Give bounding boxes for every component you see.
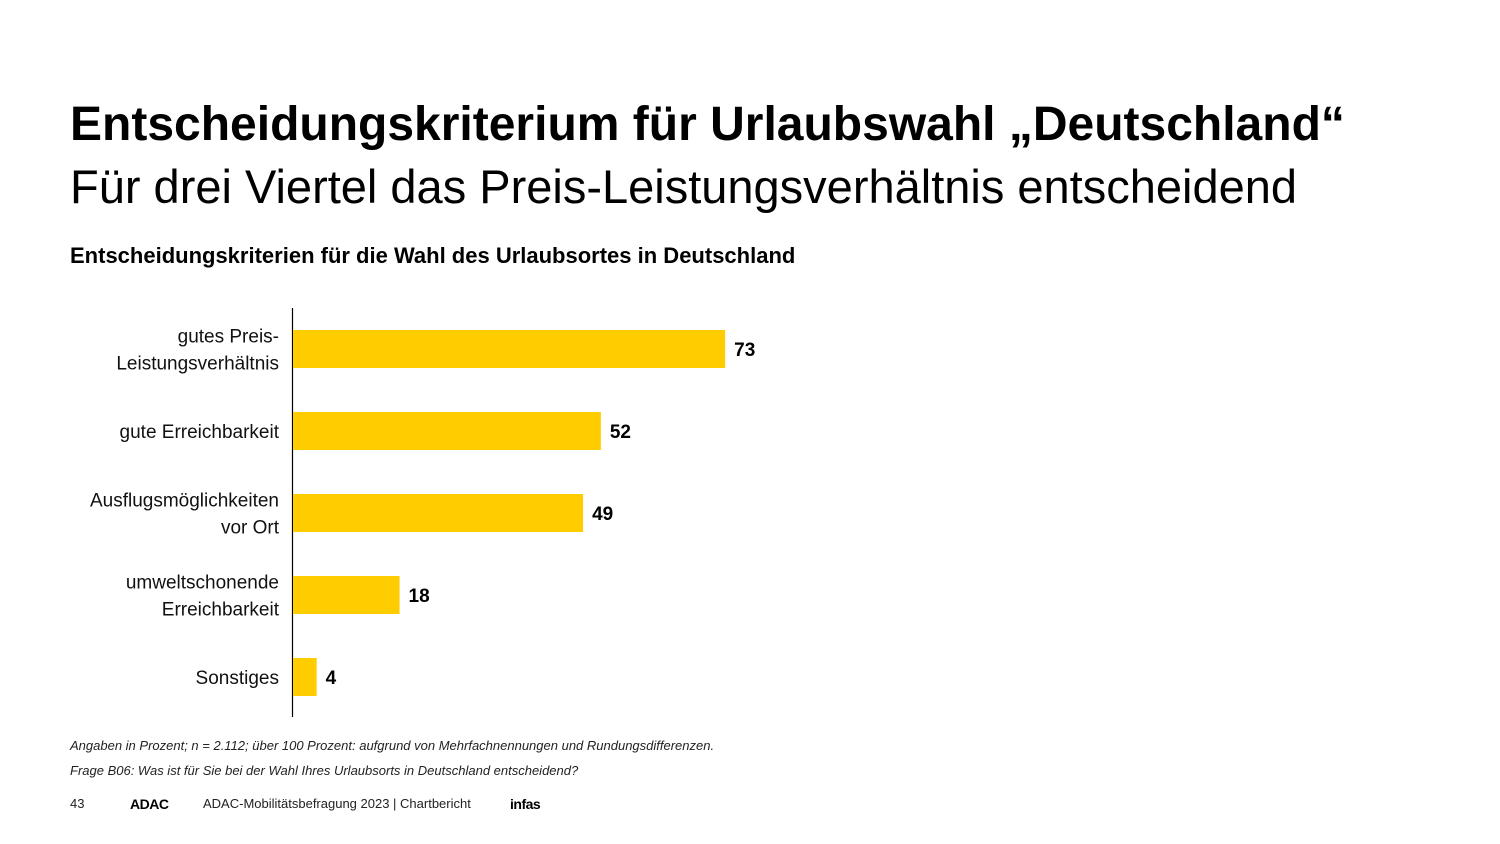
labels-group: 73 gutes Preis- Leistungsverhältnis 52 gute … <box>90 327 755 690</box>
bars-group <box>293 330 726 696</box>
bar <box>293 412 601 450</box>
bar <box>293 494 584 532</box>
bar <box>293 658 317 696</box>
category-label-line: gute Erreichbarkeit <box>120 422 280 443</box>
chart-title: Entscheidungskriterien für die Wahl des … <box>70 243 796 268</box>
page-title: Entscheidungskriterium für Urlaubswahl „… <box>70 98 1345 151</box>
adac-logo: ADAC <box>130 796 169 812</box>
bar <box>293 330 726 368</box>
category-label: Sonstiges <box>196 668 279 689</box>
report-title: ADAC-Mobilitätsbefragung 2023 | Chartber… <box>203 796 471 811</box>
category-label-line: umweltschonende <box>126 573 279 594</box>
category-label-line: Leistungsverhältnis <box>116 354 279 375</box>
page-number: 43 <box>70 796 85 811</box>
bar <box>293 576 400 614</box>
data-label: 18 <box>409 586 430 607</box>
category-label: gute Erreichbarkeit <box>120 422 280 443</box>
page-subtitle: Für drei Viertel das Preis-Leistungsverh… <box>70 160 1298 213</box>
category-label-line: Sonstiges <box>196 668 279 689</box>
category-label-line: Ausflugsmöglichkeiten <box>90 491 279 512</box>
data-label: 52 <box>610 422 631 443</box>
category-label: umweltschonende Erreichbarkeit <box>126 573 280 621</box>
category-label-line: Erreichbarkeit <box>162 600 280 621</box>
category-label: gutes Preis- Leistungsverhältnis <box>116 327 279 375</box>
footnote-question: Frage B06: Was ist für Sie bei der Wahl … <box>70 763 579 778</box>
data-label: 49 <box>592 504 613 525</box>
category-label-line: vor Ort <box>221 518 280 539</box>
data-label: 4 <box>326 668 337 689</box>
data-label: 73 <box>734 340 755 361</box>
infas-logo: infas <box>510 796 541 812</box>
footer: 43 ADAC ADAC-Mobilitätsbefragung 2023 | … <box>0 796 1500 816</box>
category-label-line: gutes Preis- <box>178 327 279 348</box>
category-label: Ausflugsmöglichkeiten vor Ort <box>90 491 280 539</box>
footnote-method: Angaben in Prozent; n = 2.112; über 100 … <box>70 738 715 753</box>
